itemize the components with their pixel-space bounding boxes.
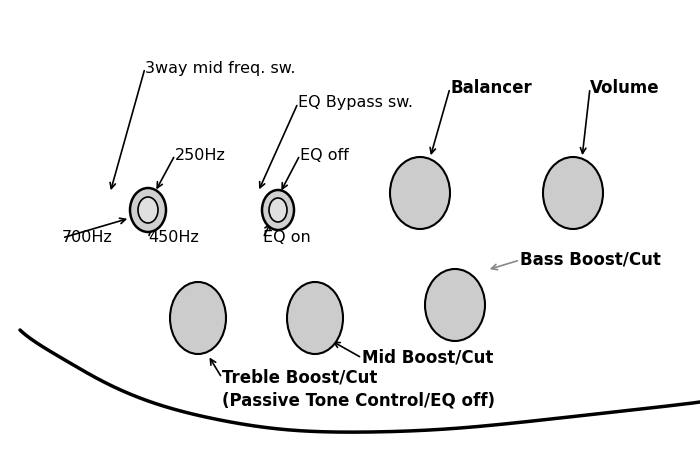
Ellipse shape — [543, 157, 603, 229]
Text: Mid Boost/Cut: Mid Boost/Cut — [362, 349, 494, 367]
Ellipse shape — [287, 282, 343, 354]
Ellipse shape — [425, 269, 485, 341]
Ellipse shape — [170, 282, 226, 354]
Text: EQ off: EQ off — [300, 148, 349, 163]
Ellipse shape — [130, 188, 166, 232]
Ellipse shape — [262, 190, 294, 230]
Text: Balancer: Balancer — [450, 79, 532, 97]
Text: 450Hz: 450Hz — [148, 230, 199, 245]
Ellipse shape — [269, 198, 287, 222]
Text: Bass Boost/Cut: Bass Boost/Cut — [520, 251, 661, 269]
Text: EQ on: EQ on — [263, 230, 311, 245]
Text: Treble Boost/Cut: Treble Boost/Cut — [222, 369, 377, 387]
Ellipse shape — [390, 157, 450, 229]
Text: EQ Bypass sw.: EQ Bypass sw. — [298, 96, 413, 111]
Text: Volume: Volume — [590, 79, 659, 97]
Ellipse shape — [138, 197, 158, 223]
Text: 250Hz: 250Hz — [175, 148, 226, 163]
Text: 3way mid freq. sw.: 3way mid freq. sw. — [145, 61, 295, 76]
Text: 700Hz: 700Hz — [62, 230, 113, 245]
Text: (Passive Tone Control/EQ off): (Passive Tone Control/EQ off) — [222, 391, 495, 409]
